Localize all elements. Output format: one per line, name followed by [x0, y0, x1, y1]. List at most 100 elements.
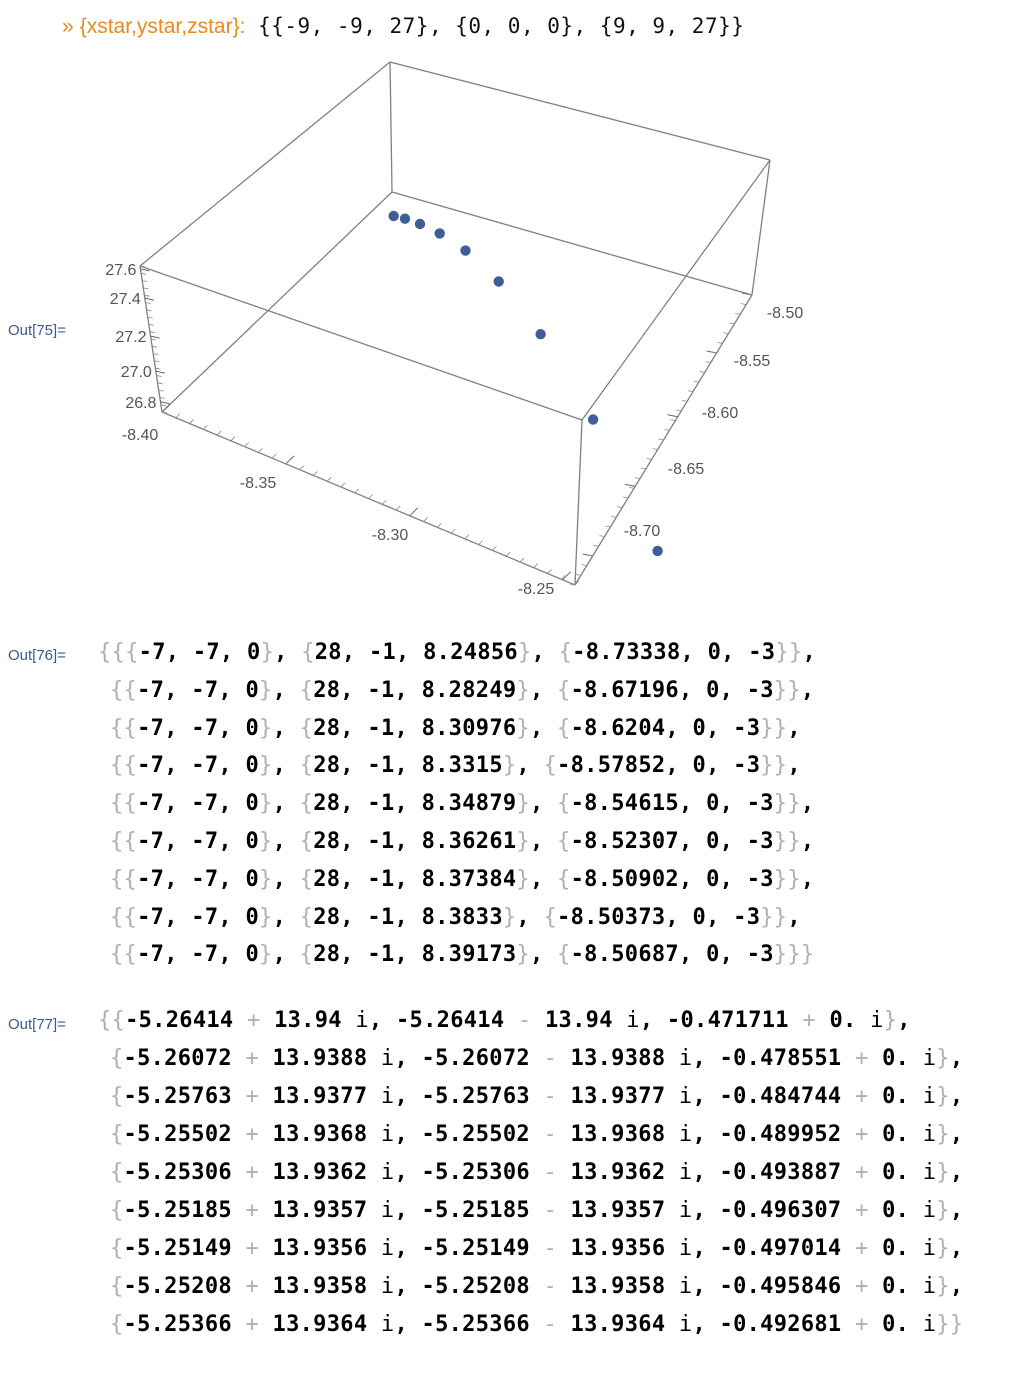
z-tick [160, 401, 170, 405]
data-point [535, 329, 546, 340]
x-minor-tick [340, 482, 346, 488]
data-point [399, 213, 411, 224]
out77-label: Out[77]= [8, 1016, 66, 1033]
z-tick [140, 268, 150, 272]
z-tick-label: 27.6 [105, 262, 136, 279]
box-edge [139, 265, 583, 421]
z-minor-tick [143, 287, 149, 290]
z-minor-tick [154, 360, 160, 363]
x-minor-tick [368, 494, 373, 499]
y-tick [625, 483, 636, 487]
scatter-plot-3d[interactable]: 27.6 27.4 27.2 27.0 26.8 -8.40 -8.35 -8.30 -8.25… [0, 0, 1029, 610]
plot-points [388, 210, 663, 557]
y-minor-tick [658, 438, 664, 441]
box-edge [139, 61, 391, 267]
y-minor-tick [611, 515, 617, 518]
z-tick-label: 27.0 [121, 364, 152, 381]
y-minor-tick [717, 341, 723, 344]
z-minor-tick [153, 353, 159, 355]
z-tick [150, 335, 160, 339]
out76-row: {{-7, -7, 0}, {28, -1, 8.37384}, {-8.509… [110, 866, 815, 892]
echo-line: » {xstar,ystar,zstar}: {{-9, -9, 27}, {0,… [62, 14, 744, 39]
x-minor-tick [409, 511, 415, 517]
out77-row: {-5.26072 + 13.9388 i, -5.26072 - 13.938… [110, 1046, 964, 1071]
x-minor-tick [354, 488, 360, 494]
data-point [388, 210, 399, 222]
z-minor-tick [158, 389, 164, 392]
x-minor-tick [244, 442, 249, 447]
y-minor-tick [746, 293, 753, 296]
plot-ticks [139, 265, 753, 586]
out76-label: Out[76]= [8, 647, 66, 664]
x-tick-label: -8.30 [372, 527, 409, 544]
x-minor-tick [505, 551, 511, 557]
y-minor-tick [569, 583, 576, 586]
x-minor-tick [230, 436, 236, 442]
y-tick [667, 414, 678, 418]
y-minor-tick [670, 419, 676, 422]
z-minor-tick [139, 265, 146, 268]
x-minor-tick [258, 448, 263, 453]
y-tick-label: -8.65 [668, 461, 705, 478]
x-minor-tick [326, 476, 332, 482]
y-minor-tick [729, 322, 735, 325]
x-minor-tick [450, 528, 456, 534]
z-minor-tick [145, 302, 151, 304]
y-minor-tick [682, 399, 688, 402]
x-minor-tick [464, 534, 470, 540]
y-tick-label: -8.55 [734, 353, 771, 370]
y-minor-tick [723, 332, 729, 335]
out76-row: {{-7, -7, 0}, {28, -1, 8.28249}, {-8.671… [110, 677, 815, 703]
y-minor-tick [664, 428, 670, 431]
z-minor-tick [150, 338, 157, 341]
out76-row: {{-7, -7, 0}, {28, -1, 8.39173}, {-8.506… [110, 942, 815, 968]
z-minor-tick [147, 316, 153, 319]
z-minor-tick [157, 382, 163, 385]
y-minor-tick [634, 477, 640, 480]
z-minor-tick [152, 345, 158, 348]
box-edge [389, 61, 771, 161]
z-minor-tick [146, 309, 152, 312]
data-point [434, 228, 445, 239]
box-edge [389, 61, 393, 193]
y-minor-tick [587, 554, 593, 557]
box-edge [391, 191, 753, 296]
x-minor-tick [437, 523, 442, 528]
out75-label: Out[75]= [8, 322, 66, 339]
z-minor-tick [159, 397, 165, 399]
y-minor-tick [599, 535, 605, 538]
x-minor-tick [216, 430, 222, 436]
x-minor-tick [203, 425, 208, 430]
out77-row: {-5.25208 + 13.9358 i, -5.25208 - 13.935… [110, 1274, 964, 1299]
out76-row: {{-7, -7, 0}, {28, -1, 8.30976}, {-8.620… [110, 715, 801, 741]
box-edge [574, 419, 583, 586]
y-minor-tick [628, 486, 635, 489]
x-minor-tick [492, 546, 497, 551]
box-edge [751, 159, 771, 296]
data-point [414, 218, 426, 230]
x-minor-tick [271, 453, 277, 459]
x-minor-tick [161, 407, 167, 413]
y-minor-tick [699, 370, 705, 373]
z-minor-tick [142, 280, 148, 282]
out76-row: {{-7, -7, 0}, {28, -1, 8.36261}, {-8.523… [110, 829, 815, 854]
out76-row: {{-7, -7, 0}, {28, -1, 8.3315}, {-8.5785… [110, 753, 801, 779]
z-tick-label: 27.4 [110, 291, 141, 308]
plot-box [139, 61, 771, 586]
y-tick-label: -8.70 [624, 523, 661, 540]
y-minor-tick [735, 312, 741, 315]
x-minor-tick [395, 505, 401, 511]
x-minor-tick [423, 517, 428, 522]
z-minor-tick [160, 404, 166, 407]
x-minor-tick [560, 574, 566, 580]
z-minor-tick [144, 294, 150, 297]
x-minor-tick [175, 413, 181, 419]
y-minor-tick [593, 544, 599, 547]
y-minor-tick [711, 351, 717, 354]
out77-row: {{-5.26414 + 13.94 i, -5.26414 - 13.94 i… [98, 1008, 911, 1033]
echo-chevron-icon: » [62, 15, 74, 38]
y-minor-tick [705, 361, 711, 364]
z-minor-tick [141, 272, 147, 275]
data-point [587, 414, 599, 425]
x-tick-label: -8.40 [122, 427, 159, 444]
